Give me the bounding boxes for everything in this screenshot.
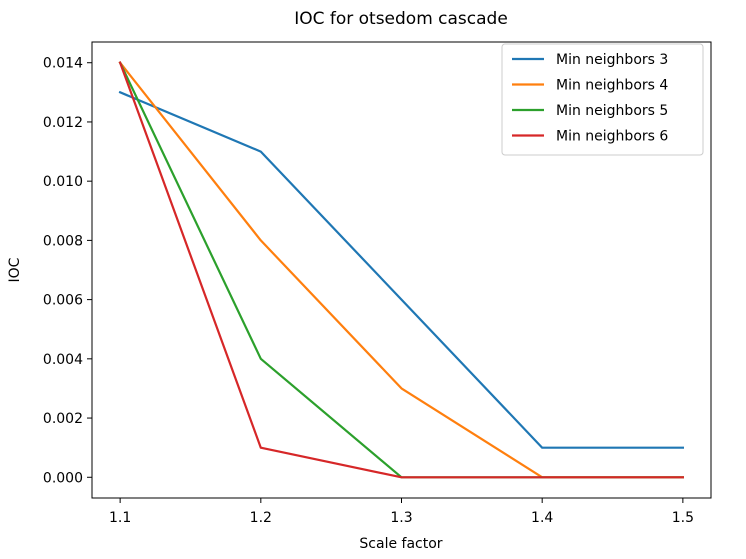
y-tick-label: 0.004 xyxy=(43,352,83,368)
series-line-min-neighbors-3 xyxy=(118,90,685,449)
chart-title: IOC for otsedom cascade xyxy=(294,9,508,29)
x-tick-label: 1.2 xyxy=(250,510,272,526)
legend-label: Min neighbors 3 xyxy=(556,52,668,68)
y-tick-label: 0.002 xyxy=(43,411,83,427)
y-axis-label: IOC xyxy=(7,257,23,282)
legend-label: Min neighbors 6 xyxy=(556,129,668,145)
y-tick-label: 0.006 xyxy=(43,293,83,309)
y-tick-label: 0.012 xyxy=(43,115,83,131)
legend-label: Min neighbors 5 xyxy=(556,103,668,119)
series-line-min-neighbors-6 xyxy=(118,61,685,479)
x-tick-label: 1.3 xyxy=(390,510,412,526)
legend-label: Min neighbors 4 xyxy=(556,78,668,94)
y-tick-label: 0.000 xyxy=(43,470,83,486)
x-tick-label: 1.1 xyxy=(109,510,131,526)
x-tick-label: 1.5 xyxy=(672,510,694,526)
x-axis-label: Scale factor xyxy=(359,536,442,552)
y-tick-label: 0.010 xyxy=(43,174,83,190)
series-layer xyxy=(118,61,685,479)
legend-box xyxy=(501,43,704,156)
legend: Min neighbors 3 Min neighbors 4 Min neighb… xyxy=(501,43,704,156)
y-tick-label: 0.014 xyxy=(43,56,83,72)
plot-frame xyxy=(91,41,712,499)
y-tick-label: 0.008 xyxy=(43,233,83,249)
x-tick-label: 1.4 xyxy=(531,510,553,526)
ticks-layer: 1.1 1.2 1.3 1.4 1.5 0.000 0.002 0.004 0.006 0.008… xyxy=(43,56,694,526)
